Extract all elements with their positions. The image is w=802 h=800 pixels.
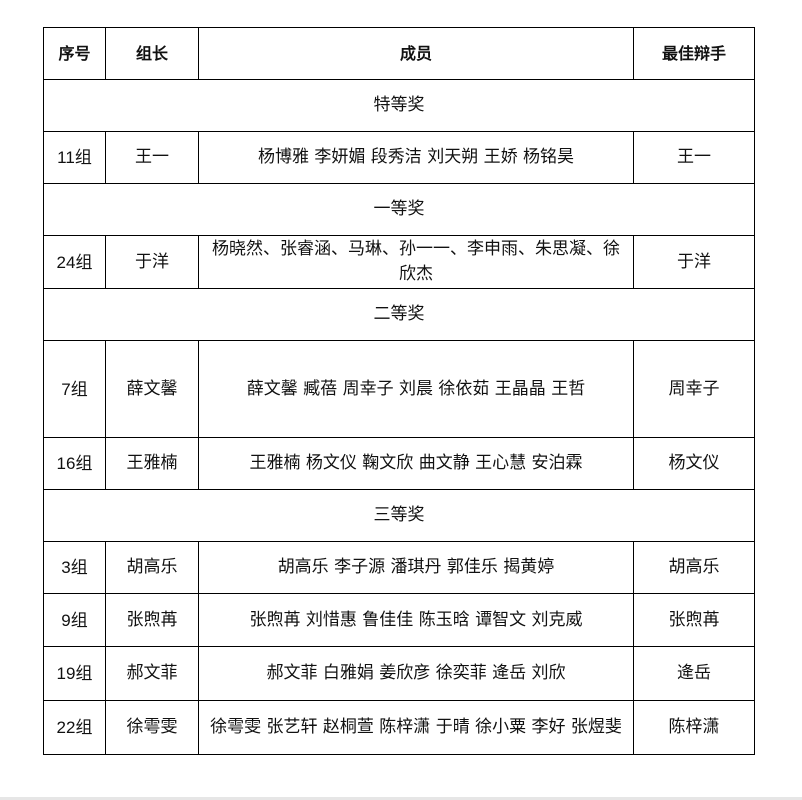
group-members: 徐雩雯 张艺轩 赵桐萱 陈梓潇 于晴 徐小粟 李好 张煜斐 — [198, 700, 634, 755]
group-leader: 王雅楠 — [105, 437, 199, 490]
award-section-row: 一等奖 — [43, 183, 755, 236]
award-section-row: 二等奖 — [43, 288, 755, 341]
group-leader: 于洋 — [105, 235, 199, 289]
award-level: 一等奖 — [43, 183, 755, 236]
group-leader: 徐雩雯 — [105, 700, 199, 755]
group-number: 22组 — [43, 700, 106, 755]
award-section-row: 特等奖 — [43, 79, 755, 132]
table-row: 24组 于洋 杨晓然、张睿涵、马琳、孙一一、李申雨、朱思凝、徐欣杰 于洋 — [43, 235, 755, 289]
group-number: 24组 — [43, 235, 106, 289]
best-debater: 周幸子 — [633, 340, 755, 438]
group-number: 9组 — [43, 593, 106, 647]
group-number: 3组 — [43, 541, 106, 594]
award-level: 三等奖 — [43, 489, 755, 542]
best-debater: 王一 — [633, 131, 755, 184]
group-members: 张煦苒 刘惜惠 鲁佳佳 陈玉晗 谭智文 刘克威 — [198, 593, 634, 647]
header-index: 序号 — [43, 27, 106, 80]
group-leader: 胡高乐 — [105, 541, 199, 594]
group-number: 11组 — [43, 131, 106, 184]
group-number: 7组 — [43, 340, 106, 438]
best-debater: 张煦苒 — [633, 593, 755, 647]
group-leader: 薛文馨 — [105, 340, 199, 438]
group-members: 杨博雅 李妍媚 段秀洁 刘天朔 王娇 杨铭昊 — [198, 131, 634, 184]
table-row: 16组 王雅楠 王雅楠 杨文仪 鞠文欣 曲文静 王心慧 安泊霖 杨文仪 — [43, 437, 755, 490]
best-debater: 陈梓潇 — [633, 700, 755, 755]
header-members: 成员 — [198, 27, 634, 80]
table-row: 9组 张煦苒 张煦苒 刘惜惠 鲁佳佳 陈玉晗 谭智文 刘克威 张煦苒 — [43, 593, 755, 647]
group-members: 胡高乐 李子源 潘琪丹 郭佳乐 揭黄婷 — [198, 541, 634, 594]
page-bottom-edge — [0, 797, 802, 800]
best-debater: 逄岳 — [633, 646, 755, 701]
best-debater: 杨文仪 — [633, 437, 755, 490]
group-members: 杨晓然、张睿涵、马琳、孙一一、李申雨、朱思凝、徐欣杰 — [198, 235, 634, 289]
best-debater: 胡高乐 — [633, 541, 755, 594]
table-row: 22组 徐雩雯 徐雩雯 张艺轩 赵桐萱 陈梓潇 于晴 徐小粟 李好 张煜斐 陈梓潇 — [43, 700, 755, 755]
award-section-row: 三等奖 — [43, 489, 755, 542]
award-level: 特等奖 — [43, 79, 755, 132]
group-number: 16组 — [43, 437, 106, 490]
table-row: 11组 王一 杨博雅 李妍媚 段秀洁 刘天朔 王娇 杨铭昊 王一 — [43, 131, 755, 184]
header-row: 序号 组长 成员 最佳辩手 — [43, 27, 755, 80]
table-row: 19组 郝文菲 郝文菲 白雅娟 姜欣彦 徐奕菲 逄岳 刘欣 逄岳 — [43, 646, 755, 701]
group-members: 郝文菲 白雅娟 姜欣彦 徐奕菲 逄岳 刘欣 — [198, 646, 634, 701]
best-debater: 于洋 — [633, 235, 755, 289]
group-members: 王雅楠 杨文仪 鞠文欣 曲文静 王心慧 安泊霖 — [198, 437, 634, 490]
group-leader: 王一 — [105, 131, 199, 184]
group-leader: 郝文菲 — [105, 646, 199, 701]
group-members: 薛文馨 臧蓓 周幸子 刘晨 徐依茹 王晶晶 王哲 — [198, 340, 634, 438]
table-row: 3组 胡高乐 胡高乐 李子源 潘琪丹 郭佳乐 揭黄婷 胡高乐 — [43, 541, 755, 594]
header-leader: 组长 — [105, 27, 199, 80]
award-table: 序号 组长 成员 最佳辩手 特等奖 11组 王一 杨博雅 李妍媚 段秀洁 刘天朔 王娇… — [43, 27, 755, 755]
header-best-debater: 最佳辩手 — [633, 27, 755, 80]
award-level: 二等奖 — [43, 288, 755, 341]
group-number: 19组 — [43, 646, 106, 701]
group-leader: 张煦苒 — [105, 593, 199, 647]
table-row: 7组 薛文馨 薛文馨 臧蓓 周幸子 刘晨 徐依茹 王晶晶 王哲 周幸子 — [43, 340, 755, 438]
